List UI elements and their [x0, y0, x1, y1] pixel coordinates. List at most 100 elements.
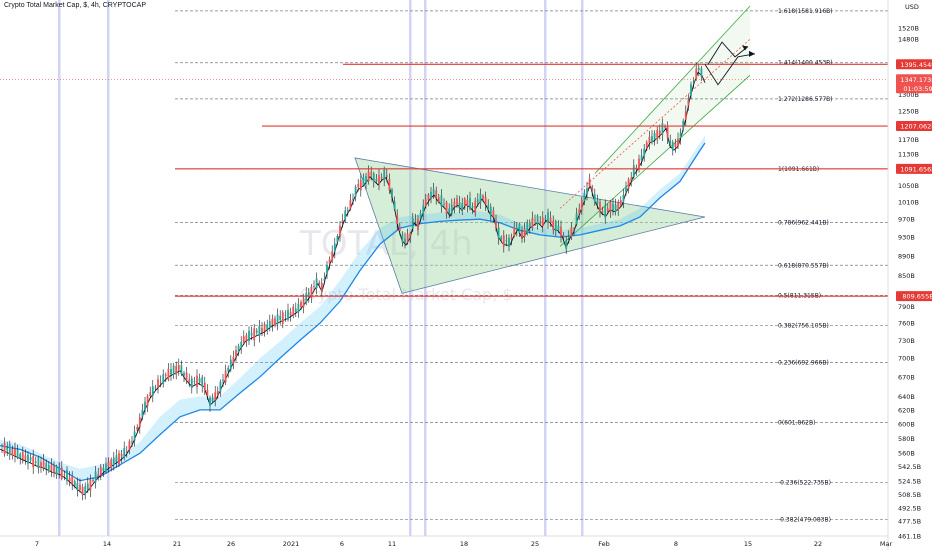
- candle-body: [107, 462, 110, 467]
- candle-body: [68, 477, 71, 482]
- price-tick-label: 560B: [898, 450, 915, 458]
- candle-body: [151, 386, 154, 396]
- candle-body: [453, 201, 456, 207]
- candle-body: [401, 234, 404, 243]
- horizontal-line-label-0-tag: [896, 59, 932, 70]
- candle-body: [375, 178, 378, 182]
- candle-body: [632, 165, 635, 178]
- session-separator-0: [58, 0, 61, 536]
- candle-body: [154, 387, 157, 389]
- price-tick-label: 600B: [898, 420, 915, 428]
- fibonacci-levels: 1.618(1581.916B) 1.414(1400.453B) 1.272(12…: [175, 8, 888, 524]
- candle-body: [583, 192, 586, 201]
- candle-body: [253, 328, 256, 341]
- time-tick-label: 8: [674, 540, 678, 548]
- candle-body: [50, 464, 53, 471]
- candle-body: [458, 202, 461, 208]
- candle-body: [591, 186, 594, 191]
- candle-body: [578, 209, 581, 214]
- candle-body: [625, 186, 627, 192]
- candle-body: [617, 202, 620, 210]
- candle-body: [653, 133, 656, 140]
- candle-body: [349, 200, 352, 209]
- candles: [1, 62, 703, 501]
- candle-body: [601, 210, 604, 213]
- candle-body: [310, 286, 313, 299]
- candle-body: [157, 379, 159, 388]
- candle-body: [97, 474, 100, 477]
- candle-body: [476, 199, 479, 202]
- chart-title: Crypto Total Market Cap, $, 4h, CRYPTOCA…: [4, 2, 147, 9]
- time-tick-label: 6: [340, 540, 344, 548]
- candle-body: [479, 193, 482, 203]
- candle-body: [263, 323, 266, 332]
- candle-body: [136, 427, 139, 430]
- candle-body: [287, 309, 289, 320]
- candle-body: [180, 365, 183, 375]
- price-tick-label: 1170B: [898, 136, 919, 144]
- watermark-description: Crypto Total Market Cap, $: [300, 285, 513, 304]
- candle-body: [86, 483, 89, 490]
- time-tick-label: 25: [531, 540, 539, 548]
- candle-body: [487, 205, 490, 210]
- candle-body: [544, 218, 547, 220]
- candle-body: [700, 68, 703, 77]
- candle-body: [489, 206, 492, 216]
- candle-body: [73, 481, 76, 486]
- candle-body: [120, 453, 123, 457]
- candle-body: [385, 175, 388, 178]
- candle-body: [196, 375, 198, 388]
- candle-body: [492, 210, 495, 218]
- candle-body: [229, 359, 232, 370]
- candle-body: [146, 396, 149, 407]
- candle-body: [461, 203, 464, 211]
- candle-body: [669, 140, 672, 145]
- candle-body: [398, 226, 401, 232]
- price-axis[interactable]: USD1520B1480B1340B1300B1250B1170B1130B10…: [887, 0, 921, 550]
- currency-label: USD: [905, 3, 919, 11]
- session-separators: [58, 0, 584, 536]
- candle-body: [682, 120, 685, 129]
- candle-body: [648, 136, 651, 144]
- price-tick-label: 524.5B: [898, 478, 921, 486]
- price-tick-label: 640B: [898, 393, 915, 401]
- fib-label-10: -0.236(522.735B): [778, 480, 831, 487]
- watermark-symbol: TOTAL, 4h: [299, 224, 473, 264]
- candle-body: [547, 212, 549, 223]
- candle-body: [664, 126, 666, 128]
- candle-body: [497, 227, 500, 239]
- time-axis[interactable]: 7 14 21 26 2021 6 11 18 25 Feb 8 15 22 Mar: [0, 535, 892, 548]
- candle-body: [619, 200, 622, 206]
- candle-body: [638, 158, 640, 170]
- candle-body: [183, 372, 185, 376]
- time-tick-label: 22: [814, 540, 822, 548]
- candle-body: [307, 292, 310, 298]
- candle-body: [128, 441, 131, 450]
- candle-body: [339, 225, 341, 237]
- candle-body: [651, 136, 653, 143]
- candle-body: [528, 223, 531, 228]
- candle-body: [560, 226, 562, 237]
- ma-fast-line: [0, 71, 706, 496]
- time-tick-label: 7: [35, 540, 39, 548]
- candle-body: [450, 204, 453, 214]
- candle-body: [630, 177, 633, 181]
- horizontal-line-label-3-text: 809.655B: [902, 293, 932, 301]
- time-tick-label: 2021: [283, 540, 300, 548]
- fib-label-8: 0.236(692.966B): [778, 359, 829, 366]
- candle-body: [284, 314, 287, 316]
- candle-body: [367, 171, 370, 181]
- price-tick-label: 492.5B: [898, 504, 921, 512]
- price-tick-label: 790B: [898, 303, 915, 311]
- horizontal-line-label-1-tag: [896, 121, 932, 132]
- candle-body: [60, 467, 63, 479]
- candle-body: [313, 286, 315, 288]
- candle-body: [79, 484, 81, 490]
- candle-body: [237, 346, 240, 353]
- price-tick-label: 890B: [898, 252, 915, 260]
- candle-body: [482, 195, 484, 200]
- candle-body: [45, 462, 48, 469]
- candle-body: [279, 315, 282, 320]
- candle-body: [84, 486, 87, 495]
